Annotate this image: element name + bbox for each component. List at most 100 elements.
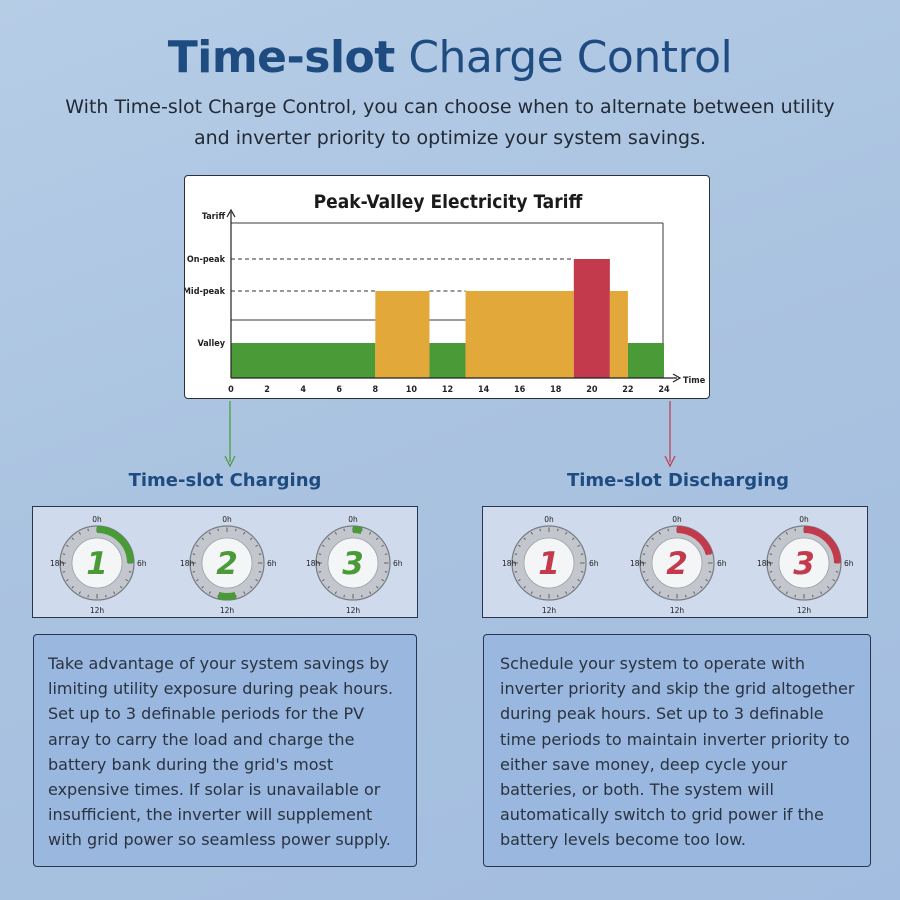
- clock-tick: [255, 579, 258, 582]
- clock-active-arc: [676, 526, 713, 556]
- tariff-bar-valley: [627, 343, 664, 378]
- clock-tick: [523, 586, 526, 589]
- clock-label-12h: 12h: [346, 606, 361, 615]
- clock-tick: [539, 528, 541, 532]
- clock-tick: [192, 553, 196, 555]
- clock-tick: [658, 591, 661, 594]
- clock-tick: [518, 544, 521, 547]
- clock-label-0h: 0h: [672, 515, 682, 524]
- clock-tick: [369, 591, 372, 594]
- clock-label-0h: 0h: [222, 515, 232, 524]
- clock-number: 1: [86, 546, 108, 582]
- x-tick-label: 22: [622, 385, 633, 395]
- clock-tick: [651, 586, 654, 589]
- clock-tick: [235, 528, 237, 532]
- clock-tick: [557, 594, 559, 598]
- clock-tick: [646, 544, 649, 547]
- clock-tick: [667, 528, 669, 532]
- clock-number: 2: [666, 546, 688, 582]
- discharging-clock-2: 2 0h 12h 18h 6h: [630, 515, 727, 615]
- clock-tick: [318, 553, 322, 555]
- clock-label-6h: 6h: [717, 559, 727, 568]
- x-tick-label: 10: [406, 385, 418, 395]
- clock-tick: [369, 532, 372, 535]
- y-level-label: On-peak: [187, 255, 226, 265]
- clock-number: 2: [216, 546, 238, 582]
- clock-tick: [258, 553, 262, 555]
- clock-active-arc: [352, 526, 363, 535]
- clock-tick: [557, 528, 559, 532]
- clock-tick: [642, 571, 646, 573]
- clock-label-0h: 0h: [92, 515, 102, 524]
- clock-tick: [794, 594, 796, 598]
- clock-label-12h: 12h: [797, 606, 812, 615]
- clock-tick: [201, 586, 204, 589]
- tariff-chart-svg: Peak-Valley Electricity Tariff Tariff Time…: [185, 191, 706, 395]
- clock-tick: [217, 528, 219, 532]
- clock-face: [651, 537, 703, 589]
- clock-tick: [250, 586, 253, 589]
- clock-face: [201, 537, 253, 589]
- clock-tick: [376, 586, 379, 589]
- clock-tick: [62, 553, 66, 555]
- clock-label-18h: 18h: [502, 559, 517, 568]
- clock-label-18h: 18h: [306, 559, 321, 568]
- tariff-bar-valley: [429, 343, 466, 378]
- tariff-bar-mid-peak: [609, 291, 628, 378]
- clock-face: [778, 537, 830, 589]
- page-subtitle: With Time-slot Charge Control, you can c…: [65, 96, 835, 149]
- clock-label-0h: 0h: [544, 515, 554, 524]
- clock-label-12h: 12h: [542, 606, 557, 615]
- x-tick-label: 24: [658, 385, 670, 395]
- clock-tick: [255, 544, 258, 547]
- clock-tick: [343, 594, 345, 598]
- clock-label-18h: 18h: [180, 559, 195, 568]
- clock-tick: [78, 532, 81, 535]
- clock-tick: [667, 594, 669, 598]
- clock-tick: [523, 537, 526, 540]
- clock-tick: [327, 537, 330, 540]
- clock-tick: [334, 532, 337, 535]
- clock-tick: [835, 571, 839, 573]
- clock-tick: [322, 544, 325, 547]
- chart-title: Peak-Valley Electricity Tariff: [314, 191, 583, 213]
- clock-tick: [651, 537, 654, 540]
- clock-label-6h: 6h: [393, 559, 403, 568]
- charging-clock-3: 3 0h 12h 18h 6h: [306, 515, 403, 615]
- clock-number: 1: [538, 546, 560, 582]
- x-tick-label: 14: [478, 385, 490, 395]
- clock-tick: [71, 537, 74, 540]
- y-axis-label: Tariff: [202, 212, 226, 222]
- x-axis-label: Time: [683, 376, 706, 386]
- clock-tick: [705, 579, 708, 582]
- clock-tick: [514, 553, 518, 555]
- clock-face: [327, 537, 379, 589]
- clock-tick: [646, 579, 649, 582]
- clock-tick: [778, 537, 781, 540]
- clock-label-0h: 0h: [348, 515, 358, 524]
- clock-tick: [700, 586, 703, 589]
- clock-tick: [572, 537, 575, 540]
- clock-tick: [773, 544, 776, 547]
- x-tick-label: 0: [228, 385, 234, 395]
- y-level-label: Valley: [197, 339, 225, 349]
- clock-label-6h: 6h: [589, 559, 599, 568]
- clock-tick: [120, 586, 123, 589]
- y-axis-arrow: [226, 208, 236, 218]
- clock-tick: [105, 594, 107, 598]
- clock-tick: [514, 571, 518, 573]
- clock-tick: [334, 591, 337, 594]
- clock-tick: [71, 586, 74, 589]
- clock-tick: [384, 571, 388, 573]
- clock-tick: [685, 594, 687, 598]
- clock-tick: [208, 591, 211, 594]
- discharging-description: Schedule your system to operate with inv…: [483, 634, 871, 867]
- clock-tick: [384, 553, 388, 555]
- clock-tick: [62, 571, 66, 573]
- charging-title: Time-slot Charging: [128, 470, 322, 491]
- clock-tick: [258, 571, 262, 573]
- x-tick-label: 18: [550, 385, 562, 395]
- clock-tick: [580, 553, 584, 555]
- clock-tick: [78, 591, 81, 594]
- x-tick-label: 4: [300, 385, 306, 395]
